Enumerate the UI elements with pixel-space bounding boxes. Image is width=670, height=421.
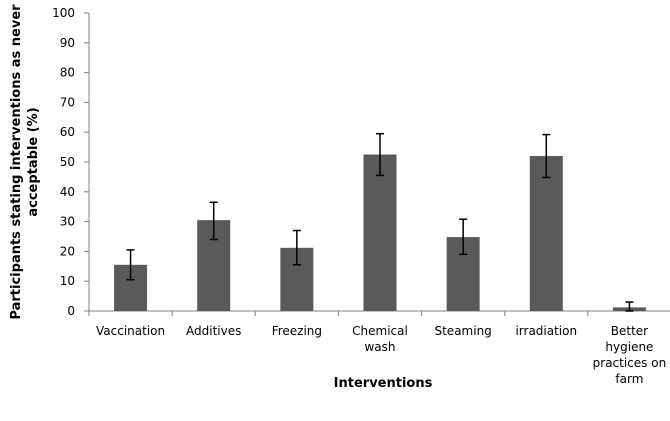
x-tick-label: wash (364, 340, 395, 354)
x-tick-label: Chemical (352, 324, 408, 338)
x-axis-title: Interventions (334, 376, 433, 391)
y-tick-label: 90 (60, 36, 75, 50)
x-tick-label: hygiene (605, 340, 653, 354)
y-tick-label: 50 (60, 155, 75, 169)
y-tick-label: 60 (60, 125, 75, 139)
x-tick-label: Steaming (434, 324, 491, 338)
x-tick-label: Additives (186, 324, 241, 338)
bar (529, 156, 563, 311)
y-tick-label: 20 (60, 244, 75, 258)
y-tick-label: 30 (60, 215, 75, 229)
y-tick-label: 0 (67, 304, 75, 318)
y-tick-label: 80 (60, 66, 75, 80)
y-tick-label: 70 (60, 95, 75, 109)
x-tick-label: Freezing (272, 324, 322, 338)
x-tick-label: farm (615, 372, 643, 386)
x-tick-label: irradiation (515, 324, 577, 338)
x-tick-label: Vaccination (96, 324, 165, 338)
y-tick-label: 40 (60, 185, 75, 199)
y-axis-title-line-1: Participants stating interventions as ne… (9, 4, 24, 320)
y-tick-label: 10 (60, 274, 75, 288)
y-tick-label: 100 (52, 6, 75, 20)
bar (363, 154, 397, 311)
plot-area: 0 10 20 30 40 50 60 70 80 90 100 Vaccination Additiv… (52, 6, 670, 386)
y-axis-title-line-2: acceptable (%) (26, 107, 41, 216)
x-tick-label: practices on (593, 356, 667, 370)
x-tick-label: Better (611, 324, 648, 338)
y-axis-title: Participants stating interventions as ne… (9, 4, 41, 320)
